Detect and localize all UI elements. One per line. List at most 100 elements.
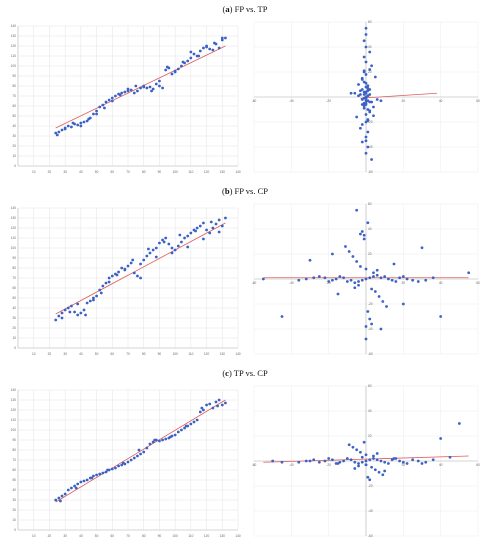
- data-point: [180, 240, 183, 244]
- data-point: [373, 468, 377, 472]
- data-point: [357, 83, 360, 86]
- data-point: [164, 68, 168, 72]
- data-point: [364, 463, 368, 467]
- data-point: [76, 313, 80, 317]
- data-point: [368, 458, 372, 462]
- data-point: [385, 305, 388, 308]
- data-point: [217, 218, 221, 222]
- data-point: [60, 311, 64, 315]
- data-point: [63, 308, 67, 312]
- x-tick-label: 40: [439, 463, 443, 467]
- data-point: [71, 121, 75, 125]
- data-point: [101, 284, 105, 288]
- data-point: [220, 36, 224, 40]
- chart-a-right: -60 -40 -20 20 40 60 -60 -40 -20 20 40 60: [252, 20, 480, 174]
- data-point: [115, 273, 119, 277]
- data-point: [139, 86, 142, 90]
- data-point: [70, 486, 73, 490]
- x-tick-label: 50: [95, 352, 99, 356]
- data-point: [142, 85, 146, 89]
- x-tick-label: 40: [79, 534, 83, 538]
- x-tick-label: 70: [126, 352, 130, 356]
- y-tick-label: 110: [11, 54, 16, 58]
- data-point: [370, 64, 373, 68]
- panel-title-text-c: TP vs. CP: [233, 368, 268, 378]
- data-point: [416, 459, 420, 463]
- x-tick-label: 20: [48, 170, 52, 174]
- data-point: [145, 254, 149, 258]
- data-point: [79, 311, 83, 315]
- data-point: [186, 245, 190, 249]
- data-point: [161, 86, 164, 90]
- data-point: [357, 283, 360, 287]
- data-point: [401, 302, 405, 306]
- data-point: [364, 113, 368, 116]
- data-point: [375, 273, 379, 277]
- data-point: [342, 459, 345, 463]
- y-tick-label: 50: [12, 296, 16, 300]
- y-tick-label: 30: [12, 316, 16, 320]
- y-tick-label: 40: [368, 409, 372, 413]
- data-point: [390, 278, 394, 282]
- data-point: [176, 244, 180, 248]
- y-tick-label: 110: [11, 418, 16, 422]
- y-tick-label: 70: [12, 94, 16, 98]
- data-point: [148, 85, 152, 89]
- data-point: [398, 276, 401, 280]
- panel-title-a: (a) FP vs. TP: [222, 4, 268, 14]
- data-point: [121, 461, 125, 465]
- data-point: [366, 221, 370, 225]
- y-tick-label: 30: [12, 134, 16, 138]
- data-point: [63, 492, 67, 496]
- data-point: [308, 258, 312, 262]
- y-tick-label: 130: [11, 34, 17, 38]
- data-point: [180, 428, 183, 432]
- data-point: [186, 234, 190, 238]
- x-tick-label: 40: [439, 281, 443, 285]
- data-point: [220, 224, 224, 228]
- data-point: [224, 401, 227, 405]
- data-point: [362, 93, 366, 96]
- data-point: [351, 255, 355, 258]
- y-tick-label: 80: [12, 84, 16, 88]
- data-point: [364, 337, 368, 341]
- data-point: [59, 499, 62, 503]
- data-point: [353, 91, 357, 95]
- data-point: [158, 84, 161, 88]
- x-tick-label: 110: [188, 352, 193, 356]
- panel-letter-b: b: [224, 186, 230, 196]
- data-point: [370, 287, 373, 291]
- data-point: [60, 128, 64, 132]
- y-tick-label: 60: [12, 468, 16, 472]
- data-point: [217, 46, 221, 50]
- data-point: [217, 230, 221, 234]
- data-point: [379, 327, 383, 331]
- y-tick-label: 60: [368, 384, 372, 388]
- data-point: [170, 246, 174, 250]
- data-point: [362, 69, 366, 73]
- data-point: [379, 459, 383, 463]
- data-point: [342, 276, 345, 280]
- y-tick-label: 70: [12, 276, 16, 280]
- data-point: [158, 79, 161, 83]
- data-point: [82, 120, 86, 124]
- y-tick-label: 140: [11, 24, 17, 28]
- data-point: [357, 464, 360, 468]
- data-point: [424, 460, 428, 464]
- y-tick-label: 10: [12, 154, 16, 158]
- data-point: [66, 488, 70, 492]
- data-point: [107, 280, 111, 284]
- data-point: [74, 486, 78, 490]
- x-tick-label: 120: [204, 170, 210, 174]
- data-point: [192, 52, 196, 56]
- data-point: [104, 470, 108, 474]
- y-tick-label: -40: [368, 509, 373, 513]
- y-tick-label: 40: [368, 227, 372, 231]
- data-point: [364, 26, 368, 30]
- y-tick-label: -40: [368, 327, 373, 331]
- data-point: [98, 288, 102, 292]
- data-point: [148, 251, 152, 255]
- data-point: [136, 89, 139, 93]
- data-point: [216, 404, 219, 408]
- x-tick-label: 80: [142, 534, 146, 538]
